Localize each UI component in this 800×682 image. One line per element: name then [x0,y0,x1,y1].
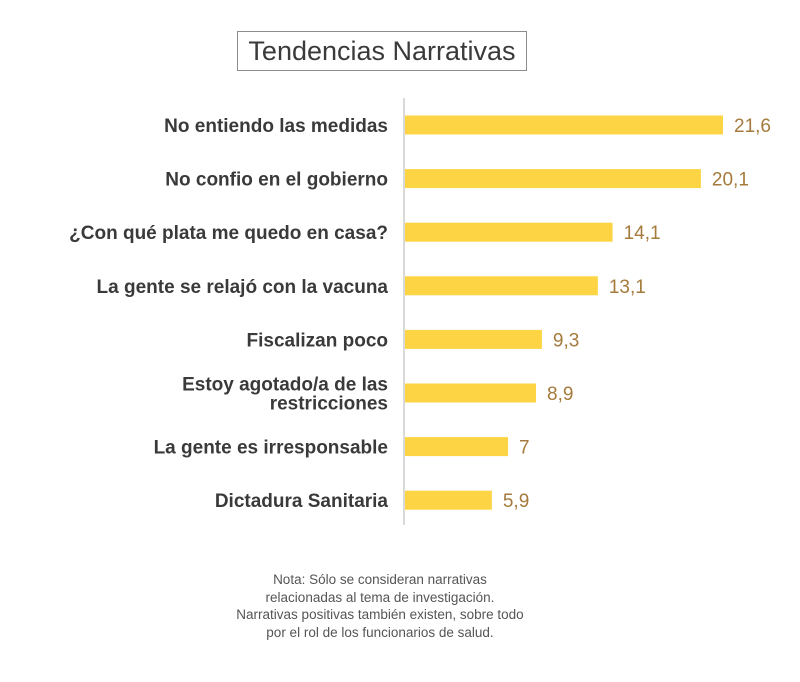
bar [405,383,537,403]
bar [405,115,723,135]
category-label: Dictadura Sanitaria [215,491,389,512]
data-label: 14,1 [624,223,661,244]
footnote-line: por el rol de los funcionarios de salud. [266,624,494,640]
bar [405,276,598,296]
bar [405,490,492,510]
data-label: 9,3 [553,330,579,351]
category-label: La gente se relajó con la vacuna [97,277,389,298]
bar [405,329,542,349]
category-label: La gente es irresponsable [154,438,388,459]
footnote-line: Narrativas positivas también existen, so… [236,607,524,622]
data-label: 5,9 [503,491,529,512]
bar [405,437,509,457]
category-label: restricciones [270,394,388,415]
data-label: 13,1 [609,277,646,298]
footnote: Nota: Sólo se consideran narrativas rela… [200,571,560,641]
category-label: No confio en el gobierno [165,170,388,191]
category-label: No entiendo las medidas [164,116,388,137]
data-label: 21,6 [734,116,771,137]
data-label: 7 [519,438,530,459]
data-label: 20,1 [712,170,749,191]
footnote-line: Nota: Sólo se consideran narrativas [273,572,487,587]
bar [405,169,701,189]
bar-chart: 21,6 No entiendo las medidas 20,1 No confio… [69,98,771,525]
category-label: ¿Con qué plata me quedo en casa? [69,223,388,244]
bar [405,222,613,242]
footnote-line: relacionadas al tema de investigación. [265,589,495,605]
data-label: 8,9 [547,384,573,405]
category-label: Estoy agotado/a de las [182,375,388,396]
chart-title: Tendencias Narrativas [237,31,527,71]
category-label: Fiscalizan poco [247,330,388,351]
